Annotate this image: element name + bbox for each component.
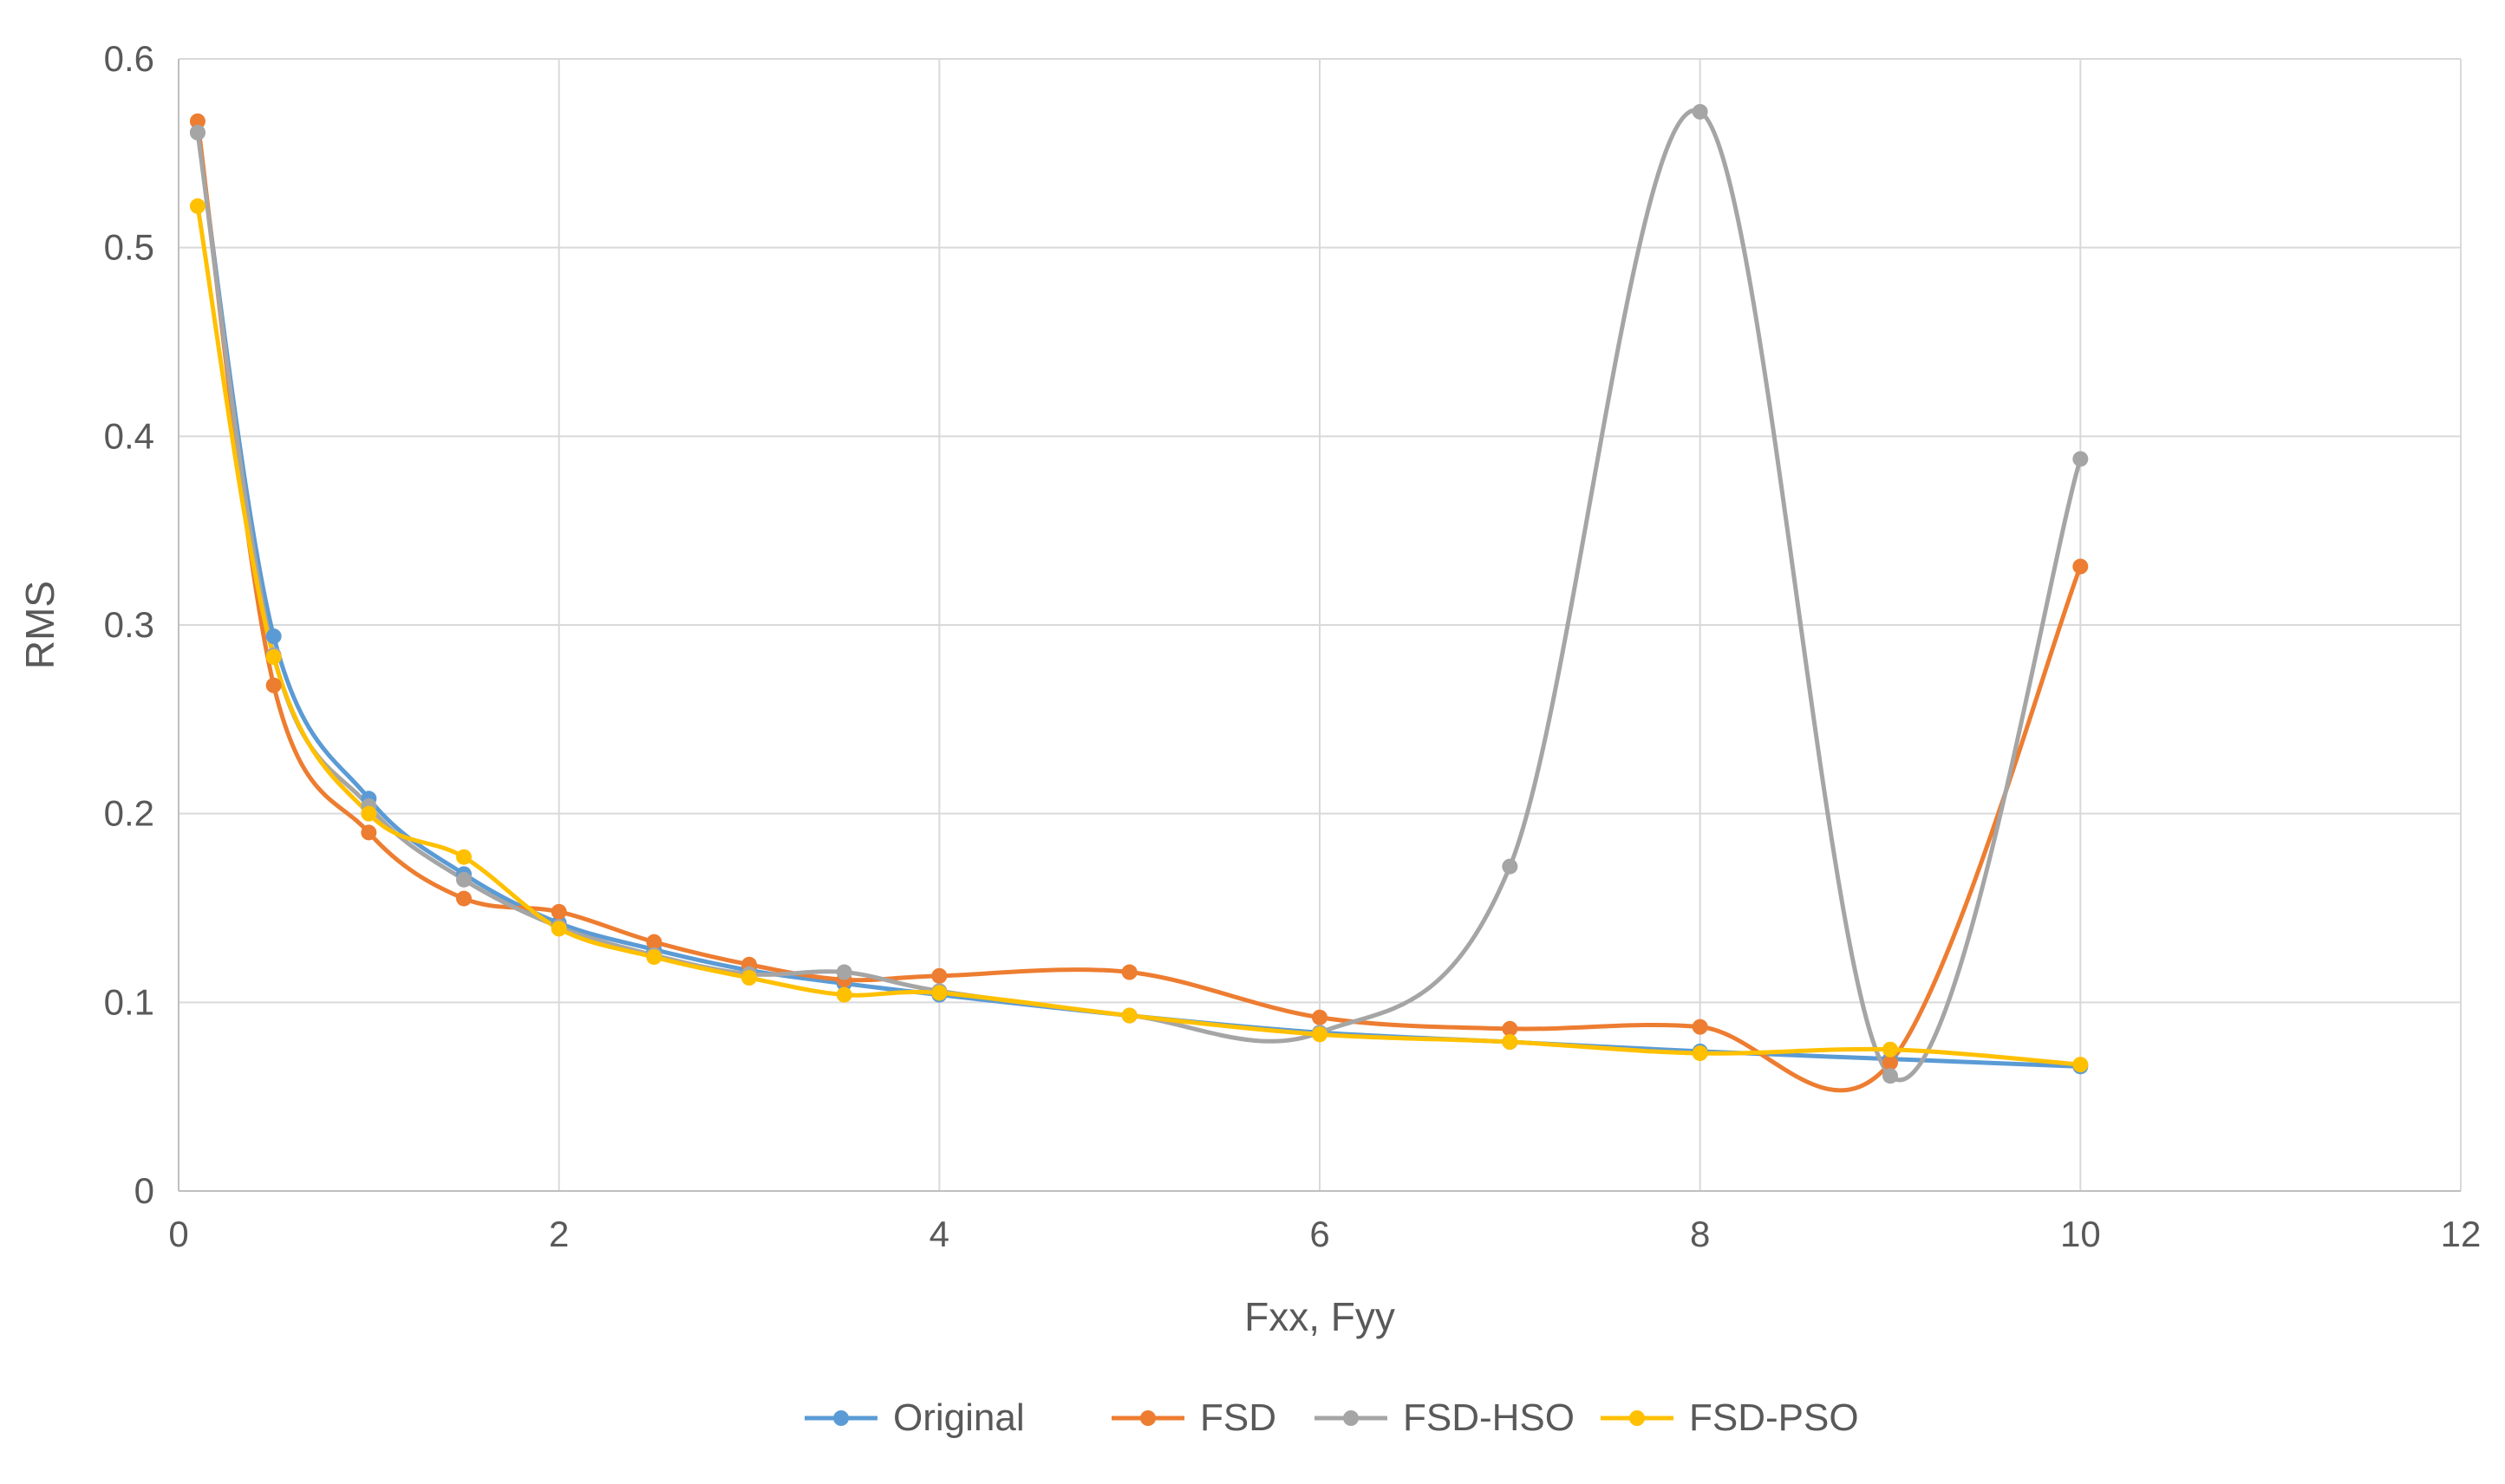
data-point-fsd-pso (1121, 1007, 1138, 1024)
data-point-fsd (2072, 558, 2089, 575)
data-point-fsd-hso (456, 871, 472, 888)
data-point-fsd-pso (2072, 1057, 2089, 1073)
series-lines (195, 107, 2083, 1093)
series-line-fsd (195, 119, 2083, 1093)
data-point-fsd-pso (1312, 1026, 1328, 1043)
x-tick-label: 8 (1690, 1214, 1710, 1254)
data-point-fsd-hso (1692, 103, 1708, 120)
series-line-fsd-pso (195, 204, 2083, 1067)
data-point-fsd-pso (361, 805, 377, 822)
data-point-fsd-hso (189, 124, 205, 140)
data-point-fsd (456, 890, 472, 907)
data-point-fsd-hso (1882, 1068, 1898, 1084)
y-tick-label: 0.1 (104, 981, 154, 1022)
data-point-fsd-pso (551, 921, 567, 937)
data-point-fsd (1692, 1019, 1708, 1035)
data-point-fsd-hso (2072, 451, 2089, 467)
series-markers (189, 103, 2089, 1084)
data-point-fsd (1502, 1020, 1518, 1037)
data-point-fsd-pso (1502, 1034, 1518, 1051)
data-point-fsd-pso (456, 849, 472, 865)
data-point-fsd-hso (836, 964, 852, 980)
data-point-fsd-pso (1882, 1041, 1898, 1058)
legend-label: FSD-HSO (1403, 1396, 1575, 1439)
x-tick-label: 6 (1309, 1214, 1329, 1254)
y-axis-title: RMS (17, 581, 62, 669)
y-tick-label: 0.5 (104, 227, 154, 268)
data-point-fsd-pso (646, 949, 662, 966)
grid (179, 58, 2462, 1191)
data-point-fsd (361, 824, 377, 841)
data-point-fsd-pso (265, 649, 282, 666)
axes (178, 59, 2461, 1192)
data-point-fsd-pso (1692, 1045, 1708, 1062)
x-tick-label: 12 (2441, 1214, 2482, 1254)
x-tick-label: 10 (2060, 1214, 2101, 1254)
legend-label: FSD (1200, 1396, 1276, 1439)
data-point-fsd-pso (931, 985, 948, 1001)
legend-swatch-marker (1140, 1410, 1156, 1426)
series-line-fsd-hso (195, 107, 2083, 1083)
y-tick-label: 0.2 (104, 793, 154, 834)
tick-labels: 0 0.1 0.2 0.3 0.4 0.5 0.6 0 2 4 6 8 10 12 (104, 38, 2482, 1254)
y-tick-label: 0.4 (104, 415, 154, 456)
x-tick-label: 0 (168, 1214, 188, 1254)
x-axis-title: Fxx, Fyy (1244, 1294, 1395, 1339)
legend-label: Original (893, 1396, 1025, 1439)
legend: Original FSD FSD-HSO FSD-PSO (805, 1396, 1859, 1439)
x-tick-label: 2 (549, 1214, 569, 1254)
data-point-original (265, 628, 282, 645)
legend-label: FSD-PSO (1689, 1396, 1859, 1439)
data-point-fsd-hso (1502, 858, 1518, 875)
legend-swatch-marker (1343, 1410, 1359, 1426)
data-point-fsd (189, 113, 205, 129)
data-point-fsd (551, 903, 567, 920)
x-tick-label: 4 (930, 1214, 949, 1254)
data-point-fsd-pso (741, 970, 757, 986)
legend-swatch-marker (833, 1410, 849, 1426)
legend-swatch-marker (1629, 1410, 1645, 1426)
y-tick-label: 0 (134, 1170, 154, 1211)
data-point-fsd (1121, 964, 1138, 980)
y-tick-label: 0.3 (104, 604, 154, 645)
data-point-fsd (646, 934, 662, 950)
data-point-fsd (1882, 1054, 1898, 1071)
data-point-fsd-pso (836, 986, 852, 1003)
legend-item-fsd: FSD (1112, 1396, 1276, 1439)
y-tick-label: 0.6 (104, 38, 154, 79)
legend-item-fsd-pso: FSD-PSO (1601, 1396, 1859, 1439)
data-point-fsd-pso (189, 198, 205, 214)
legend-item-original: Original (805, 1396, 1025, 1439)
data-point-fsd (931, 967, 948, 984)
legend-item-fsd-hso: FSD-HSO (1314, 1396, 1575, 1439)
data-point-fsd (1312, 1009, 1328, 1025)
data-point-fsd (265, 677, 282, 693)
